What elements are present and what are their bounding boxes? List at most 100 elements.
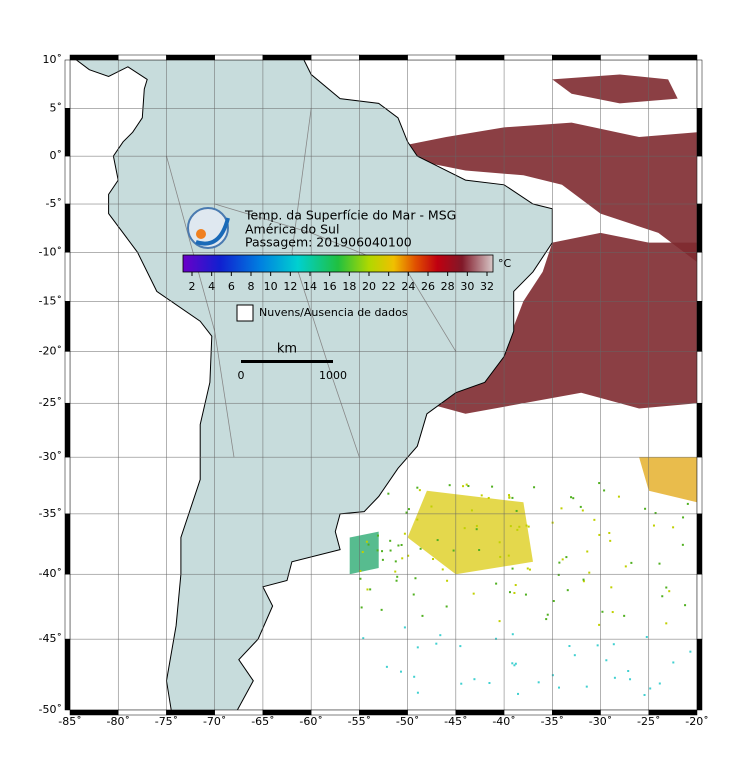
lon-label: -85˚ (58, 715, 81, 728)
frame-segment (64, 638, 71, 711)
lon-label: -40˚ (492, 715, 515, 728)
sst-pixel (419, 547, 422, 550)
sst-pixel (376, 534, 379, 537)
sst-pixel (367, 543, 370, 546)
sst-pixel (511, 662, 514, 665)
sst-pixel (545, 618, 548, 621)
colorbar-label: 28 (441, 280, 455, 293)
sst-pixel (396, 575, 399, 578)
sst-pixel (613, 676, 616, 679)
sst-pixel (413, 675, 416, 678)
sst-pixel (586, 550, 589, 553)
colorbar-label: 30 (460, 280, 474, 293)
frame-segment (648, 709, 698, 716)
sst-pixel (558, 561, 561, 564)
lon-label: -75˚ (155, 715, 178, 728)
sst-pixel (533, 486, 536, 489)
sst-pixel (537, 681, 540, 684)
sst-pixel (682, 516, 685, 519)
sst-patch (349, 531, 379, 575)
lon-label: -65˚ (251, 715, 274, 728)
sst-pixel (517, 692, 520, 695)
sst-pixel (686, 502, 689, 505)
sst-pixel (610, 586, 613, 589)
sst-pixel (470, 509, 473, 512)
sst-pixel (403, 532, 406, 535)
lon-label: -25˚ (637, 715, 660, 728)
sst-pixel (507, 554, 510, 557)
colorbar-label: 6 (228, 280, 235, 293)
sst-pixel (385, 665, 388, 668)
sst-pixel (460, 682, 463, 685)
sst-pixel (598, 533, 601, 536)
sst-pixel (459, 645, 462, 648)
frame-segment (696, 456, 703, 515)
frame-segment (648, 54, 698, 61)
lon-label: -60˚ (299, 715, 322, 728)
sst-pixel (643, 693, 646, 696)
lat-label: -35˚ (39, 507, 62, 520)
sst-pixel (585, 685, 588, 688)
frame-segment (64, 513, 71, 575)
colorbar-label: 4 (208, 280, 215, 293)
frame-segment (310, 709, 360, 716)
lat-label: -45˚ (39, 632, 62, 645)
frame-segment (64, 203, 71, 253)
sst-pixel (472, 592, 475, 595)
sst-pixel (560, 507, 563, 510)
lat-label: -50˚ (39, 703, 62, 716)
sst-pixel (601, 610, 604, 613)
frame-segment (359, 54, 408, 61)
frame-segment (64, 155, 71, 205)
sst-pixel (624, 565, 627, 568)
frame-segment (696, 513, 703, 575)
sst-pixel (516, 528, 519, 531)
sst-pixel (436, 539, 439, 542)
lat-label: -20˚ (39, 344, 62, 357)
sst-pixel (514, 584, 517, 587)
sst-patch (552, 74, 678, 104)
colorbar-label: 10 (264, 280, 278, 293)
sst-pixel (668, 590, 671, 593)
sst-pixel (605, 659, 608, 662)
colorbar-label: 2 (189, 280, 196, 293)
frame-segment (552, 709, 601, 716)
sst-pixel (418, 489, 421, 492)
frame-segment (69, 709, 119, 716)
sst-pixel (475, 524, 478, 527)
lat-label: -10˚ (39, 245, 62, 258)
sst-pixel (598, 482, 601, 485)
sst-pixel (467, 485, 470, 488)
sst-pixel (658, 682, 661, 685)
colorbar-label: 14 (303, 280, 317, 293)
overlay: Temp. da Superfície do Mar - MSG América… (182, 207, 512, 382)
sst-pixel (609, 539, 612, 542)
lon-label: -45˚ (444, 715, 467, 728)
sst-pixel (513, 664, 516, 667)
sst-pixel (608, 531, 611, 534)
sst-pixel (582, 578, 585, 581)
logo-arrow (195, 217, 230, 246)
sst-pixel (528, 568, 531, 571)
sst-pixel (376, 549, 379, 552)
lon-label: -50˚ (396, 715, 419, 728)
lat-label: 5˚ (50, 101, 63, 114)
frame-segment (696, 155, 703, 205)
sst-pixel (407, 554, 410, 557)
frame-segment (696, 402, 703, 458)
sst-pixel (518, 525, 521, 528)
sst-pixel (389, 539, 392, 542)
sst-pixel (661, 595, 664, 598)
sst-pixel (527, 525, 530, 528)
colorbar-label: 20 (362, 280, 376, 293)
sst-pixel (366, 588, 369, 591)
sst-pixel (509, 525, 512, 528)
sst-pixel (612, 643, 615, 646)
sst-pixel (515, 509, 518, 512)
sst-pixel (432, 558, 435, 561)
colorbar-unit: °C (498, 257, 512, 270)
frame-segment (407, 54, 457, 61)
lat-label: -25˚ (39, 396, 62, 409)
sst-pixel (397, 544, 400, 547)
sst-pixel (381, 550, 384, 553)
